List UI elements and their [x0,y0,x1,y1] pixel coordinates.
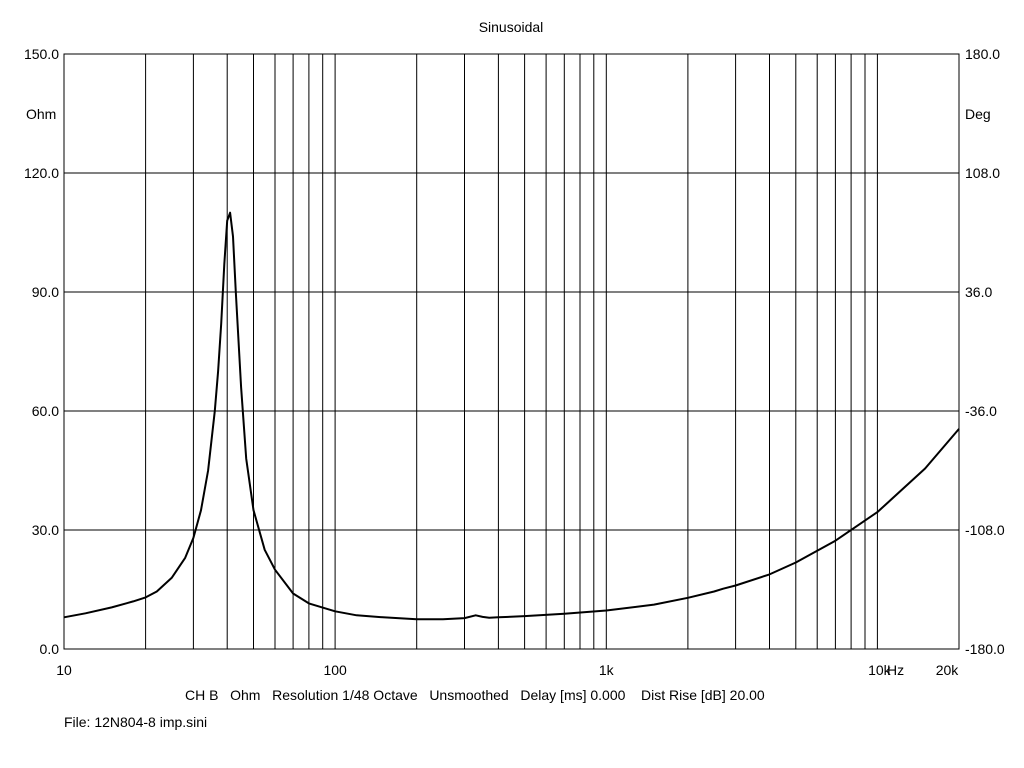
impedance-curve [63,211,960,621]
grid [64,54,959,649]
y-tick-label: 60.0 [32,403,59,419]
x-axis-unit: Hz [887,662,904,678]
y-tick-label-right: -36.0 [965,403,997,419]
y-tick-label-right: 180.0 [965,46,1000,62]
file-name: File: 12N804-8 imp.sini [64,714,208,730]
y-tick-label-right: -108.0 [965,522,1005,538]
x-tick-label: 1k [599,662,615,678]
curve-layer [63,211,960,621]
y-tick-label: 0.0 [40,641,60,657]
y-tick-label: 30.0 [32,522,59,538]
measurement-info: CH B Ohm Resolution 1/48 Octave Unsmooth… [185,687,765,703]
right-axis-unit: Deg [965,106,991,122]
x-tick-label: 100 [323,662,347,678]
y-tick-label-right: 36.0 [965,284,992,300]
x-tick-label: 10k [868,662,892,678]
plot-frame [63,53,960,650]
x-tick-label: 20k [936,662,960,678]
y-tick-label-right: -180.0 [965,641,1005,657]
x-tick-label: 10 [56,662,72,678]
y-tick-label: 120.0 [24,165,59,181]
y-tick-label: 150.0 [24,46,59,62]
y-tick-label-right: 108.0 [965,165,1000,181]
labels: Sinusoidal Ohm Deg Hz 0.0 30.0 60.0 90.0 120… [24,19,1005,678]
chart-title: Sinusoidal [479,19,544,35]
y-tick-label: 90.0 [32,284,59,300]
left-axis-unit: Ohm [26,106,56,122]
